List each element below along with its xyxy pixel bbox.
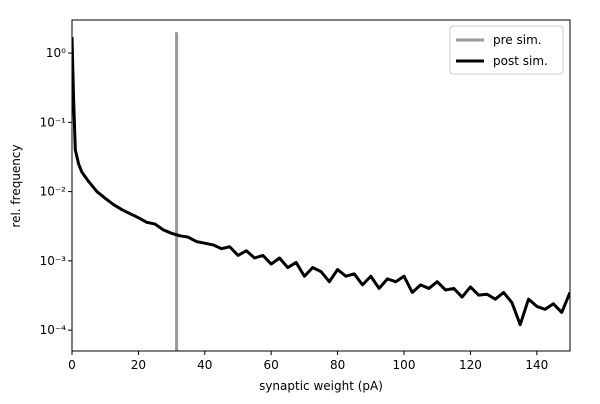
plot-frame bbox=[71, 19, 571, 352]
x-tick-label: 80 bbox=[330, 358, 345, 372]
x-tick-label: 40 bbox=[197, 358, 212, 372]
x-tick-label: 60 bbox=[264, 358, 279, 372]
legend-label: post sim. bbox=[493, 54, 548, 68]
y-tick-label: 10⁻¹ bbox=[40, 115, 67, 129]
x-tick-label: 20 bbox=[131, 358, 146, 372]
x-tick-label: 140 bbox=[525, 358, 548, 372]
series-line bbox=[72, 37, 570, 327]
legend-label: pre sim. bbox=[493, 33, 542, 47]
y-axis-label: rel. frequency bbox=[9, 144, 23, 227]
x-tick-label: 100 bbox=[393, 358, 416, 372]
y-tick-label: 10⁻⁴ bbox=[40, 323, 67, 337]
x-axis-label: synaptic weight (pA) bbox=[259, 379, 383, 393]
y-tick-label: 10⁻² bbox=[40, 185, 67, 199]
y-tick-label: 10⁻³ bbox=[40, 254, 67, 268]
y-tick-label: 10⁰ bbox=[46, 46, 66, 60]
x-tick-label: 120 bbox=[459, 358, 482, 372]
plot-area bbox=[72, 32, 570, 351]
x-tick-label: 0 bbox=[68, 358, 76, 372]
